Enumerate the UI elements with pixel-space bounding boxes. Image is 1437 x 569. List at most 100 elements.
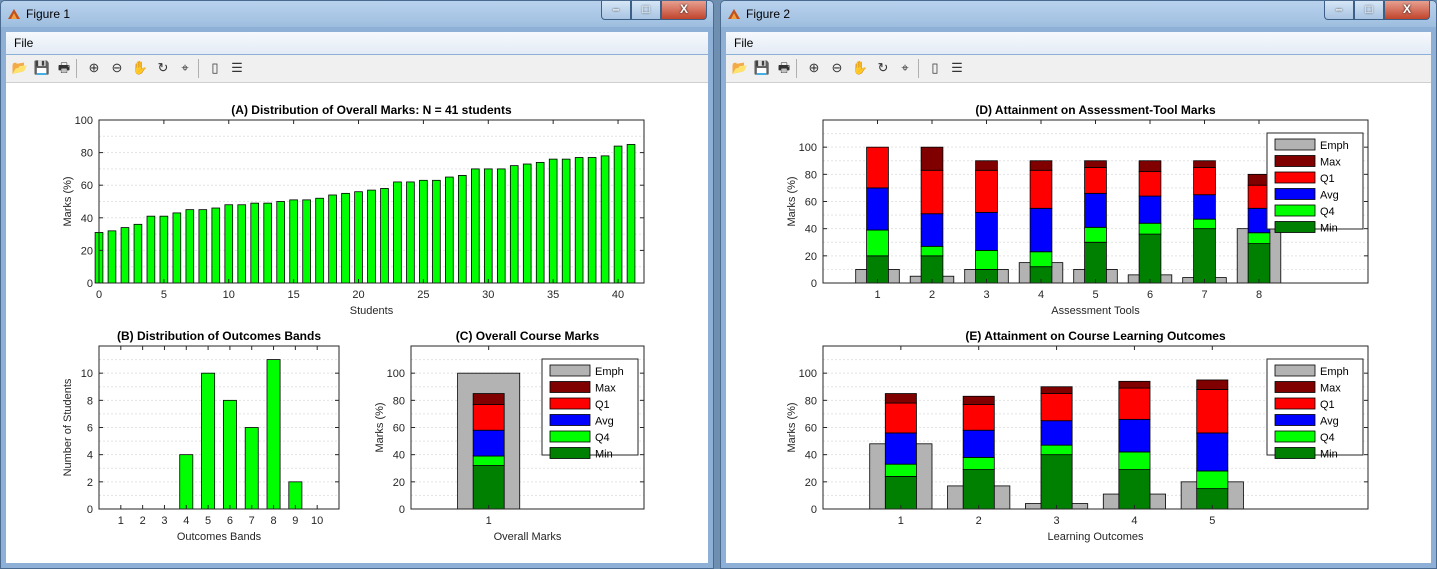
toolbar-separator xyxy=(76,59,77,78)
max-segment xyxy=(975,160,998,171)
minimize-button[interactable]: – xyxy=(1324,1,1354,20)
x-tick-label: 5 xyxy=(1092,289,1098,301)
x-tick-label: 9 xyxy=(292,515,298,527)
figure-canvas: 0 20 40 60 80 100 0 5 10 15 20 25 30 35 40 (A) Distribu… xyxy=(6,83,708,563)
data-bar xyxy=(432,179,441,284)
x-tick-label: 10 xyxy=(223,289,235,301)
data-bar xyxy=(133,223,143,284)
x-tick-label: 35 xyxy=(547,289,559,301)
data-bar xyxy=(445,176,454,284)
q1-segment xyxy=(1040,393,1073,422)
zoom-in-icon[interactable]: ⊕ xyxy=(808,60,820,75)
legend-swatch xyxy=(1274,155,1316,167)
min-segment xyxy=(962,469,995,510)
legend-icon[interactable]: ☰ xyxy=(951,60,963,75)
x-tick-label: 6 xyxy=(227,515,233,527)
data-bar xyxy=(522,163,532,284)
x-tick-label: 4 xyxy=(1038,289,1044,301)
pan-icon[interactable]: ✋ xyxy=(131,60,149,75)
open-icon[interactable]: 📂 xyxy=(11,60,29,75)
close-button[interactable]: X xyxy=(1384,1,1430,20)
print-icon[interactable]: 🖶 xyxy=(777,60,791,75)
avg-segment xyxy=(1040,420,1073,446)
avg-segment xyxy=(884,432,917,465)
y-tick-label: 80 xyxy=(805,395,817,407)
min-segment xyxy=(866,255,889,284)
legend-swatch xyxy=(1274,171,1316,184)
avg-segment xyxy=(866,187,889,231)
x-axis-label: Students xyxy=(350,305,394,317)
avg-segment xyxy=(472,429,505,457)
zoom-out-icon[interactable]: ⊖ xyxy=(111,60,123,75)
x-tick-label: 4 xyxy=(1131,515,1137,527)
legend-swatch xyxy=(1274,381,1316,393)
x-tick-label: 15 xyxy=(288,289,300,301)
chart-title: (C) Overall Course Marks xyxy=(456,329,600,343)
min-segment xyxy=(1040,454,1073,510)
q4-segment xyxy=(1040,444,1073,456)
menu-file[interactable]: File xyxy=(734,36,754,50)
q1-segment xyxy=(884,402,917,434)
avg-segment xyxy=(1138,195,1162,224)
print-icon[interactable]: 🖶 xyxy=(57,60,71,75)
data-bar xyxy=(159,215,169,284)
x-tick-label: 2 xyxy=(976,515,982,527)
x-tick-label: 30 xyxy=(482,289,494,301)
data-cursor-icon[interactable]: ⌖ xyxy=(901,60,909,75)
zoom-in-icon[interactable]: ⊕ xyxy=(88,60,100,75)
y-tick-label: 10 xyxy=(81,368,93,380)
x-axis-label: Assessment Tools xyxy=(1051,305,1140,317)
rotate-icon[interactable]: ↻ xyxy=(877,60,889,75)
x-tick-label: 20 xyxy=(352,289,364,301)
x-tick-label: 3 xyxy=(1054,515,1060,527)
x-tick-label: 4 xyxy=(183,515,189,527)
toolbar-separator xyxy=(796,59,797,78)
q1-segment xyxy=(1138,171,1162,197)
title-bar[interactable]: Figure 1 – □ X xyxy=(1,1,713,27)
data-cursor-icon[interactable]: ⌖ xyxy=(181,60,189,75)
y-tick-label: 20 xyxy=(393,477,405,489)
y-tick-label: 60 xyxy=(805,197,817,209)
y-tick-label: 40 xyxy=(393,450,405,462)
legend-swatch xyxy=(549,381,591,393)
menu-file[interactable]: File xyxy=(14,36,34,50)
chart-title: (E) Attainment on Course Learning Outcom… xyxy=(965,329,1226,343)
legend-icon[interactable]: ☰ xyxy=(231,60,243,75)
x-tick-label: 2 xyxy=(140,515,146,527)
save-icon[interactable]: 💾 xyxy=(753,60,771,75)
legend-entry: Avg xyxy=(1320,416,1339,428)
q4-segment xyxy=(1138,222,1162,235)
colorbar-icon[interactable]: ▯ xyxy=(931,60,939,75)
matlab-icon xyxy=(8,9,20,19)
matlab-icon xyxy=(728,9,740,19)
legend-entry: Q1 xyxy=(1320,173,1335,185)
y-tick-label: 100 xyxy=(799,368,817,380)
close-button[interactable]: X xyxy=(661,1,707,20)
pan-icon[interactable]: ✋ xyxy=(851,60,869,75)
minimize-button[interactable]: – xyxy=(601,1,631,20)
save-icon[interactable]: 💾 xyxy=(33,60,51,75)
x-tick-label: 0 xyxy=(96,289,102,301)
colorbar-icon[interactable]: ▯ xyxy=(211,60,219,75)
y-tick-label: 40 xyxy=(805,224,817,236)
open-icon[interactable]: 📂 xyxy=(731,60,749,75)
x-tick-label: 8 xyxy=(270,515,276,527)
maximize-button[interactable]: □ xyxy=(1354,1,1384,20)
zoom-out-icon[interactable]: ⊖ xyxy=(831,60,843,75)
title-bar[interactable]: Figure 2 – □ X xyxy=(721,1,1436,27)
legend-swatch xyxy=(1274,430,1316,443)
legend-entry: Max xyxy=(1320,383,1341,395)
data-bar xyxy=(120,227,130,284)
max-segment xyxy=(1193,160,1216,168)
maximize-button[interactable]: □ xyxy=(631,1,661,20)
data-bar xyxy=(263,202,272,284)
y-tick-label: 40 xyxy=(805,450,817,462)
legend-swatch xyxy=(1274,397,1316,410)
legend-entry: Q4 xyxy=(1320,432,1335,444)
q1-segment xyxy=(920,169,944,215)
data-bar xyxy=(354,191,363,284)
toolbar-separator xyxy=(918,59,919,78)
rotate-icon[interactable]: ↻ xyxy=(157,60,169,75)
max-segment xyxy=(1084,160,1107,168)
